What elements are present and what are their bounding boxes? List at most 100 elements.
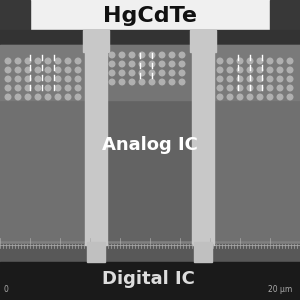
Bar [0, 0, 30, 30]
Bar [190, 30, 216, 52]
Circle shape [65, 58, 71, 64]
Circle shape [5, 58, 11, 64]
Circle shape [55, 67, 61, 73]
Circle shape [75, 58, 81, 64]
Circle shape [227, 76, 233, 82]
Circle shape [169, 70, 175, 76]
Circle shape [139, 70, 145, 76]
Text: Digital IC: Digital IC [102, 270, 194, 288]
Circle shape [45, 76, 51, 82]
Bar [85, 30, 107, 245]
Circle shape [25, 67, 31, 73]
Circle shape [55, 58, 61, 64]
Circle shape [25, 85, 31, 91]
Circle shape [139, 61, 145, 67]
Circle shape [237, 58, 243, 64]
Bar [0, 45, 85, 100]
Text: 0: 0 [4, 285, 9, 294]
Circle shape [65, 76, 71, 82]
Circle shape [179, 79, 185, 85]
Circle shape [267, 85, 273, 91]
Circle shape [267, 67, 273, 73]
Circle shape [277, 76, 283, 82]
Circle shape [247, 94, 253, 100]
Circle shape [35, 94, 41, 100]
Circle shape [227, 67, 233, 73]
Circle shape [149, 70, 155, 76]
Circle shape [267, 58, 273, 64]
Circle shape [139, 79, 145, 85]
Circle shape [55, 94, 61, 100]
Circle shape [267, 76, 273, 82]
Circle shape [217, 67, 223, 73]
Circle shape [149, 52, 155, 58]
Bar [0, 45, 300, 245]
Circle shape [55, 76, 61, 82]
Circle shape [227, 58, 233, 64]
Bar [83, 30, 109, 52]
Circle shape [75, 94, 81, 100]
Circle shape [169, 79, 175, 85]
Circle shape [277, 58, 283, 64]
Circle shape [139, 52, 145, 58]
Bar [270, 0, 300, 30]
Circle shape [159, 70, 165, 76]
Circle shape [109, 52, 115, 58]
Bar [214, 45, 300, 240]
Bar [0, 262, 300, 300]
Bar [107, 45, 192, 240]
Circle shape [169, 61, 175, 67]
Circle shape [149, 79, 155, 85]
Circle shape [55, 85, 61, 91]
Circle shape [217, 58, 223, 64]
Text: 20 µm: 20 µm [268, 285, 292, 294]
Bar [30, 0, 270, 30]
Circle shape [5, 94, 11, 100]
Circle shape [287, 94, 293, 100]
Bar [0, 45, 85, 240]
Circle shape [287, 58, 293, 64]
Circle shape [247, 85, 253, 91]
Circle shape [237, 94, 243, 100]
Circle shape [75, 67, 81, 73]
Circle shape [45, 67, 51, 73]
Circle shape [119, 79, 125, 85]
Text: Analog IC: Analog IC [102, 136, 198, 154]
Circle shape [129, 70, 135, 76]
Bar [107, 45, 192, 100]
Circle shape [257, 94, 263, 100]
Circle shape [25, 76, 31, 82]
Circle shape [15, 85, 21, 91]
Circle shape [119, 61, 125, 67]
Circle shape [35, 67, 41, 73]
Circle shape [217, 94, 223, 100]
Circle shape [257, 76, 263, 82]
Circle shape [109, 70, 115, 76]
Circle shape [277, 67, 283, 73]
Circle shape [45, 58, 51, 64]
Circle shape [129, 61, 135, 67]
Circle shape [159, 79, 165, 85]
Circle shape [267, 94, 273, 100]
Bar [194, 242, 212, 262]
Circle shape [287, 76, 293, 82]
Bar [87, 242, 105, 262]
Circle shape [217, 85, 223, 91]
Circle shape [257, 58, 263, 64]
Circle shape [129, 52, 135, 58]
Circle shape [119, 52, 125, 58]
Bar [192, 30, 214, 245]
Circle shape [45, 85, 51, 91]
Circle shape [277, 94, 283, 100]
Circle shape [5, 76, 11, 82]
Circle shape [119, 70, 125, 76]
Circle shape [5, 67, 11, 73]
Circle shape [169, 52, 175, 58]
Circle shape [65, 94, 71, 100]
Circle shape [65, 67, 71, 73]
Circle shape [179, 52, 185, 58]
Circle shape [247, 58, 253, 64]
Circle shape [65, 85, 71, 91]
Circle shape [15, 67, 21, 73]
Circle shape [287, 67, 293, 73]
